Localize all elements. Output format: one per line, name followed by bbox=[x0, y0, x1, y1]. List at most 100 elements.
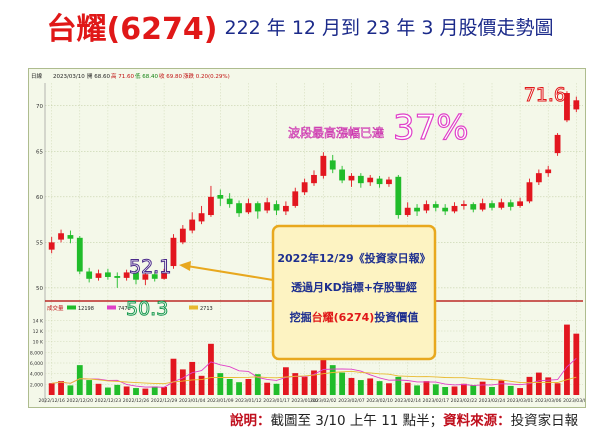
volume-bar bbox=[67, 385, 74, 395]
candle-body bbox=[442, 207, 449, 212]
price-tick-label: 60 bbox=[36, 195, 43, 201]
callout-line-3: 挖掘台耀(6274)投資價值 bbox=[290, 310, 419, 324]
volume-bar bbox=[573, 333, 580, 395]
candle-body bbox=[217, 195, 224, 199]
candle-body bbox=[67, 235, 74, 239]
candle-body bbox=[133, 272, 139, 280]
footnote: 說明：截圖至 3/10 上午 11 點半；資料來源：投資家日報 bbox=[230, 409, 590, 429]
candle-body bbox=[507, 202, 514, 207]
volume-moving-averages bbox=[51, 357, 577, 388]
volume-legend-label: 成交量 bbox=[47, 304, 64, 312]
gain-text: 波段最高漲幅已達 bbox=[288, 125, 384, 140]
info-change: 漲跌 0.20(0.29%) bbox=[183, 72, 230, 80]
callout-line-3-highlight: 台耀(6274) bbox=[312, 310, 375, 324]
candle-body bbox=[311, 174, 317, 184]
candle-body bbox=[320, 155, 327, 176]
candle-body bbox=[479, 203, 486, 210]
date-tick-label: 2022/12/20 bbox=[67, 398, 94, 404]
volume-bar bbox=[58, 381, 64, 395]
volume-bar bbox=[189, 361, 196, 395]
candle-body bbox=[189, 219, 196, 231]
date-tick-label: 2022/12/23 bbox=[95, 398, 122, 404]
volume-bar bbox=[282, 367, 289, 395]
volume-bar bbox=[76, 365, 83, 395]
volume-bar bbox=[320, 359, 327, 395]
candle-body bbox=[208, 196, 214, 216]
volume-bar bbox=[217, 373, 224, 395]
footnote-label-note: 說明： bbox=[230, 413, 271, 429]
callout-arrowhead bbox=[179, 261, 191, 271]
info-bar: 日線 2023/03/10 開 68.60 高 71.60 低 68.40 收 … bbox=[31, 72, 230, 80]
volume-bar bbox=[48, 383, 55, 395]
candle-body bbox=[348, 175, 355, 181]
callout-line-1: 2022年12/29《投資家日報》 bbox=[277, 251, 430, 265]
candle-body bbox=[451, 205, 458, 212]
candle-body bbox=[470, 204, 477, 210]
candle-body bbox=[58, 233, 64, 240]
date-tick-label: 2023/03/06 bbox=[535, 398, 562, 404]
volume-bar bbox=[414, 385, 420, 395]
candle-body bbox=[151, 274, 158, 279]
footnote-label-source: 資料來源： bbox=[443, 413, 511, 429]
candle-body bbox=[545, 169, 552, 174]
price-tick-label: 55 bbox=[36, 240, 43, 246]
candle-body bbox=[573, 100, 580, 110]
volume-bar bbox=[479, 381, 486, 395]
candle-body bbox=[535, 173, 542, 183]
date-tick-label: 2023/01/30 bbox=[291, 398, 318, 404]
volume-bar bbox=[395, 376, 402, 395]
volume-bar bbox=[564, 324, 570, 395]
volume-bar bbox=[545, 377, 552, 395]
volume-legend-value-2: 7478 bbox=[118, 306, 131, 312]
date-tick-label: 2023/02/17 bbox=[423, 398, 450, 404]
volume-legend: 成交量 12198 7478 2713 bbox=[47, 304, 213, 312]
volume-bar bbox=[329, 365, 336, 395]
candle-body bbox=[123, 272, 130, 278]
callout-line-3-prefix: 挖掘 bbox=[290, 310, 312, 324]
volume-bar bbox=[535, 372, 542, 395]
candle-body bbox=[254, 203, 261, 212]
candle-body bbox=[301, 182, 308, 193]
volume-legend-value-1: 12198 bbox=[78, 306, 94, 312]
date-tick-label: 2022/12/26 bbox=[123, 398, 150, 404]
volume-tick-label: 8,000 bbox=[30, 350, 43, 356]
volume-bar bbox=[442, 387, 449, 395]
candlesticks bbox=[48, 91, 580, 288]
candle-body bbox=[489, 203, 495, 208]
candle-body bbox=[564, 93, 570, 121]
volume-bar bbox=[348, 377, 355, 395]
price-tick-label: 70 bbox=[36, 104, 43, 110]
volume-bar bbox=[451, 386, 458, 395]
volume-bar bbox=[245, 379, 252, 395]
date-tick-label: 2022/12/29 bbox=[151, 398, 178, 404]
volume-bar bbox=[376, 381, 383, 395]
volume-bar bbox=[470, 385, 477, 395]
volume-bar bbox=[460, 383, 467, 395]
candle-body bbox=[282, 205, 289, 212]
callout-box bbox=[271, 224, 437, 361]
volume-bar bbox=[507, 385, 514, 395]
volume-legend-swatch-3 bbox=[189, 305, 198, 310]
volume-axis: 2,000 4,000 6,000 8,000 10 K 12 K 14 K bbox=[30, 318, 44, 388]
info-period: 日線 bbox=[31, 72, 43, 80]
date-tick-label: 2023/02/02 bbox=[310, 398, 337, 404]
volume-tick-label: 4,000 bbox=[30, 372, 43, 378]
stock-chart: 日線 2023/03/10 開 68.60 高 71.60 低 68.40 收 … bbox=[30, 72, 590, 404]
volume-bar bbox=[161, 387, 168, 395]
volume-bar bbox=[554, 383, 561, 395]
candle-body bbox=[245, 203, 252, 213]
volume-legend-swatch-2 bbox=[107, 305, 116, 310]
volume-bar bbox=[498, 380, 505, 395]
volume-tick-label: 14 K bbox=[33, 318, 44, 324]
volume-bar bbox=[226, 379, 233, 395]
candle-body bbox=[460, 204, 467, 206]
candle-body bbox=[329, 160, 336, 170]
candle-body bbox=[179, 228, 186, 243]
candle-body bbox=[48, 242, 55, 250]
price-tick-label: 65 bbox=[36, 149, 43, 155]
volume-bar bbox=[357, 380, 364, 395]
candle-body bbox=[264, 202, 271, 211]
volume-bar bbox=[526, 376, 533, 395]
info-high: 高 71.60 bbox=[111, 72, 134, 80]
volume-bar bbox=[123, 386, 130, 395]
